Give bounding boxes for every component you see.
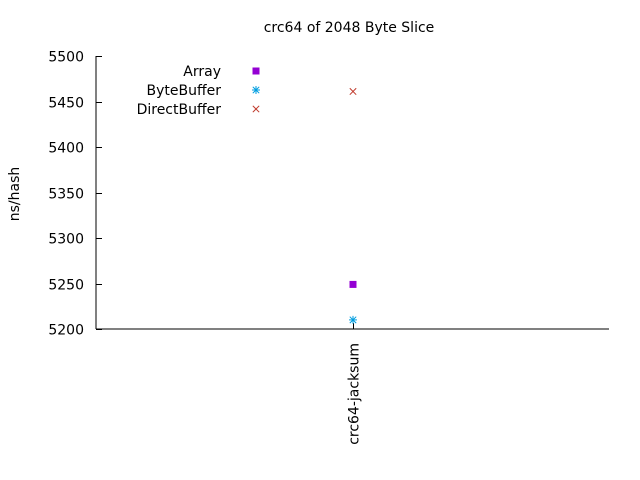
legend: Array ByteBuffer DirectBuffer	[137, 64, 260, 118]
data-points	[349, 87, 357, 324]
y-ticks: 5200 5250 5300 5350 5400 5450 5500	[48, 50, 102, 339]
y-tick-label: 5350	[48, 187, 84, 203]
legend-label: Array	[183, 64, 221, 80]
y-tick-label: 5250	[48, 278, 84, 294]
chart-title: crc64 of 2048 Byte Slice	[264, 20, 435, 36]
legend-marker-bytebuffer	[252, 86, 260, 94]
marker-stroke	[252, 86, 260, 94]
axes	[95, 56, 609, 330]
marker-stroke	[349, 316, 357, 324]
data-point-directbuffer	[349, 87, 357, 96]
marker-stroke	[349, 87, 357, 96]
y-tick-label: 5200	[48, 323, 84, 339]
y-tick-label: 5500	[48, 50, 84, 66]
y-tick-label: 5450	[48, 96, 84, 112]
y-axis-label: ns/hash	[7, 167, 23, 222]
x-tick-label: crc64-jacksum	[347, 343, 363, 445]
y-tick-label: 5300	[48, 232, 84, 248]
legend-marker-array	[252, 67, 260, 75]
data-point-bytebuffer	[349, 315, 357, 324]
legend-label: DirectBuffer	[137, 102, 222, 118]
x-ticks: crc64-jacksum	[347, 323, 363, 445]
legend-marker-directbuffer	[252, 105, 260, 113]
marker-stroke	[252, 105, 260, 113]
legend-label: ByteBuffer	[147, 83, 222, 99]
data-point-array	[349, 280, 357, 288]
y-tick-label: 5400	[48, 141, 84, 157]
